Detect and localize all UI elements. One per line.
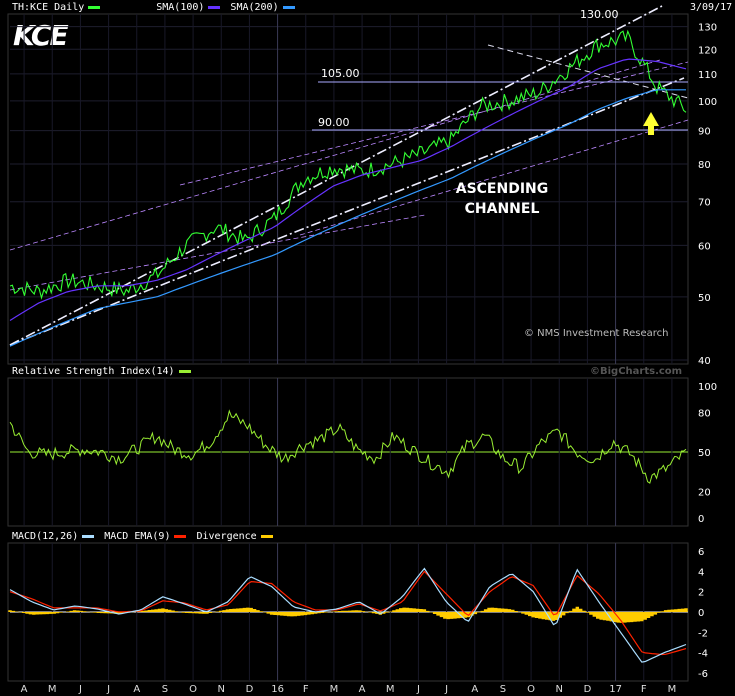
macd-ema-line (9, 570, 687, 656)
x-month-label: S (500, 684, 506, 695)
channel-lines (9, 5, 689, 346)
x-month-label: 16 (271, 684, 284, 695)
sma100-line (9, 58, 687, 322)
rsi-title: Relative Strength Index(14) (12, 366, 175, 377)
sma100-swatch (208, 5, 221, 9)
macd-line (9, 567, 687, 663)
symbol-label: TH:KCE Daily (12, 2, 85, 13)
price-ytick-label: 110 (698, 70, 717, 81)
macd-legend: MACD(12,26) MACD EMA(9) Divergence (12, 531, 283, 542)
x-month-label: D (246, 684, 254, 695)
sma100-label: SMA(100) (156, 2, 205, 13)
x-month-label: 17 (609, 684, 622, 695)
x-month-label: J (78, 684, 82, 695)
x-month-label: F (641, 684, 647, 695)
x-month-label: S (162, 684, 168, 695)
macd-ytick-label: -6 (698, 669, 708, 680)
x-month-label: A (471, 684, 478, 695)
rsi-line (9, 409, 687, 484)
divergence-bars (8, 606, 688, 623)
rsi-ytick-label: 100 (698, 382, 717, 393)
x-month-label: N (556, 684, 563, 695)
rsi-ytick-label: 0 (698, 514, 704, 525)
x-month-label: J (416, 684, 420, 695)
x-month-label: J (106, 684, 110, 695)
macd-ytick-label: 4 (698, 567, 704, 578)
chart-date: 3/09/17 (690, 2, 733, 13)
price-panel-frame (7, 13, 689, 365)
macd-ytick-label: 0 (698, 608, 704, 619)
copyright-label: © NMS Investment Research (524, 328, 669, 339)
price-swatch (88, 5, 101, 9)
sma200-line (9, 89, 686, 347)
rsi-legend: Relative Strength Index(14) (12, 366, 201, 377)
macd-label: MACD(12,26) (12, 531, 79, 542)
channel-mid (9, 77, 685, 346)
price-ytick-label: 50 (698, 293, 711, 304)
price-ytick-label: 40 (698, 356, 711, 367)
kce-logo: KCE (13, 19, 69, 52)
channel-lower-1 (9, 59, 661, 251)
sma200-swatch (282, 5, 295, 9)
x-month-label: O (189, 684, 197, 695)
channel-upper (9, 5, 663, 346)
x-month-label: M (48, 684, 57, 695)
x-month-label: N (218, 684, 225, 695)
x-month-label: O (527, 684, 535, 695)
rsi-swatch (178, 369, 191, 373)
bigcharts-source: ©BigCharts.com (590, 366, 683, 377)
sma200-label: SMA(200) (230, 2, 279, 13)
channel-lower-4 (299, 119, 689, 236)
channel-lower-2 (179, 61, 689, 186)
x-month-label: A (359, 684, 366, 695)
x-month-label: M (668, 684, 677, 695)
price-line (9, 29, 687, 300)
rsi-ytick-label: 50 (698, 448, 711, 459)
rsi-ytick-label: 20 (698, 488, 711, 499)
x-month-label: M (330, 684, 339, 695)
macd-swatch (82, 534, 95, 538)
ema-swatch (174, 534, 187, 538)
price-ytick-label: 90 (698, 127, 711, 138)
channel-lower-3 (9, 214, 426, 291)
div-label: Divergence (196, 531, 257, 542)
x-month-label: M (386, 684, 395, 695)
buy-arrow-icon (643, 112, 659, 126)
x-month-label: J (444, 684, 448, 695)
div-swatch (260, 534, 273, 538)
level-90-label: 90.00 (318, 116, 350, 129)
peak-label: 130.00 (580, 8, 619, 21)
macd-ytick-label: -4 (698, 649, 708, 660)
macd-ytick-label: 6 (698, 547, 704, 558)
macd-ytick-label: 2 (698, 588, 704, 599)
price-ytick-label: 120 (698, 45, 717, 56)
price-ytick-label: 80 (698, 160, 711, 171)
price-ytick-label: 130 (698, 23, 717, 34)
x-month-label: A (21, 684, 28, 695)
macd-ytick-label: -2 (698, 628, 708, 639)
x-month-label: A (133, 684, 140, 695)
buy-arrow-shaft (648, 126, 654, 135)
ema-label: MACD EMA(9) (104, 531, 171, 542)
price-ytick-label: 60 (698, 241, 711, 252)
series-layer (8, 29, 688, 663)
decline-line (487, 44, 689, 99)
channel-label-line1: ASCENDING (456, 181, 549, 197)
price-legend: TH:KCE Daily SMA(100) SMA(200) (12, 2, 305, 13)
price-ytick-label: 100 (698, 97, 717, 108)
gridlines (10, 14, 688, 681)
axis-labels: 13012011010090807060504010080502006420-2… (21, 23, 717, 695)
x-month-label: D (584, 684, 592, 695)
x-month-label: F (303, 684, 309, 695)
channel-label-line2: CHANNEL (465, 201, 540, 217)
level-105-label: 105.00 (321, 67, 360, 80)
rsi-ytick-label: 80 (698, 408, 711, 419)
price-ytick-label: 70 (698, 198, 711, 209)
